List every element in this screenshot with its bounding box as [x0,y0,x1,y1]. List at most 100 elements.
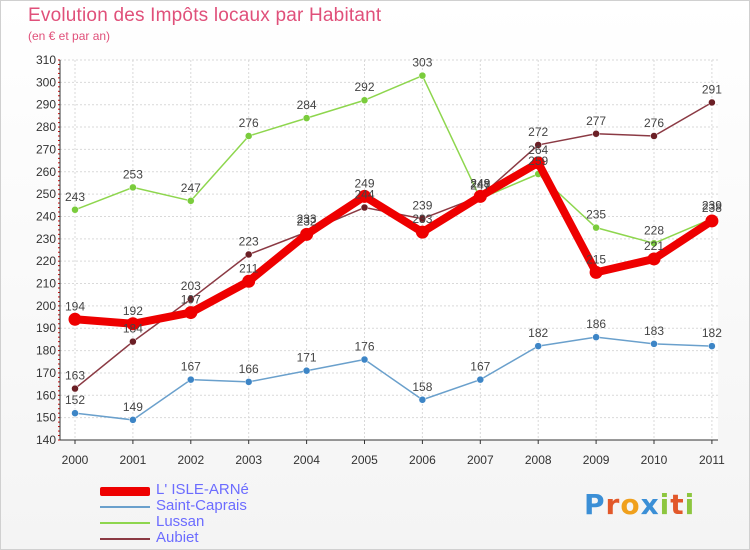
x-tick-label: 2010 [641,453,668,467]
logo-letter: P [584,488,606,521]
proxiti-logo: Proxiti [584,488,695,521]
data-label: 292 [354,80,374,94]
data-point [418,71,427,80]
y-tick-label: 160 [36,388,56,402]
data-label: 243 [65,190,85,204]
data-label: 244 [354,188,374,202]
data-label: 194 [65,299,85,313]
data-label: 247 [470,179,490,193]
y-tick-label: 210 [36,277,56,291]
data-point [650,132,658,140]
data-label: 239 [412,199,432,213]
data-point [708,342,716,350]
data-point [531,156,545,170]
data-label: 276 [644,116,664,130]
y-tick-label: 240 [36,209,56,223]
data-point [708,98,716,107]
logo-letter: i [684,488,696,521]
data-label: 192 [123,304,143,318]
data-point [242,274,256,288]
logo-letter: t [670,488,685,521]
legend-label: Saint-Caprais [156,497,247,514]
y-tick-label: 200 [36,299,56,313]
data-point [647,252,661,266]
data-label: 152 [65,393,85,407]
data-point [589,265,603,279]
plot-area [60,60,718,440]
x-tick-label: 2001 [120,453,147,467]
data-point [705,214,719,228]
data-point [592,223,600,232]
data-point [184,306,198,320]
y-tick-label: 270 [36,142,56,156]
data-label: 167 [181,360,201,374]
x-tick-label: 2008 [525,453,552,467]
x-tick-label: 2006 [409,453,436,467]
data-label: 184 [123,322,143,336]
data-label: 183 [644,324,664,338]
x-tick-label: 2011 [699,453,725,467]
chart-subtitle: (en € et par an) [28,29,111,43]
data-point [244,250,253,259]
data-label: 249 [470,176,490,190]
y-tick-label: 220 [36,254,56,268]
data-label: 247 [181,181,201,195]
data-point [302,366,311,375]
data-label: 163 [65,369,85,383]
data-point [358,189,371,203]
data-point [71,384,79,393]
data-point [244,378,253,386]
logo-letter: r [605,488,621,521]
y-tick-label: 230 [36,232,56,246]
data-point [129,337,137,346]
y-tick-label: 180 [36,344,56,358]
data-label: 228 [644,223,664,237]
data-label: 203 [181,279,201,293]
data-label: 259 [528,154,548,168]
y-tick-label: 150 [36,411,56,425]
data-point [71,206,79,214]
chart-title: Evolution des Impôts locaux par Habitant [28,5,382,26]
y-tick-label: 170 [36,366,56,380]
logo-letter: i [659,488,671,521]
x-tick-label: 2003 [235,453,262,467]
data-point [360,96,369,104]
data-point [418,396,427,404]
logo-letter: o [620,488,641,521]
data-label: 186 [586,317,606,331]
legend-label: Aubiet [156,529,199,546]
y-tick-label: 310 [36,53,56,67]
data-label: 272 [528,125,548,139]
data-label: 248 [470,176,490,190]
data-point [126,317,140,331]
data-point [650,239,658,248]
data-label: 211 [239,261,258,275]
data-point [592,333,600,341]
data-point [129,416,137,424]
data-point [476,375,485,384]
data-point [473,189,487,203]
data-label: 249 [354,176,374,190]
data-label: 166 [239,362,259,376]
data-point [129,183,137,192]
data-point [187,295,195,303]
x-tick-label: 2004 [293,453,320,467]
data-point [302,114,311,122]
data-label: 223 [239,234,259,248]
data-point [71,409,79,417]
series-line-saint-caprais [74,336,713,421]
logo-letter: x [640,488,660,521]
x-tick-label: 2005 [351,453,378,467]
data-label: 215 [586,252,606,266]
data-label: 233 [412,212,432,226]
data-point [534,141,542,149]
legend-swatch [100,487,150,496]
data-label: 176 [354,340,374,354]
data-label: 238 [702,201,722,215]
data-point [418,214,427,223]
data-label: 182 [528,326,548,340]
legend-swatch [100,538,150,540]
data-point [534,342,542,350]
data-label: 284 [297,98,317,112]
data-label: 149 [123,400,143,414]
